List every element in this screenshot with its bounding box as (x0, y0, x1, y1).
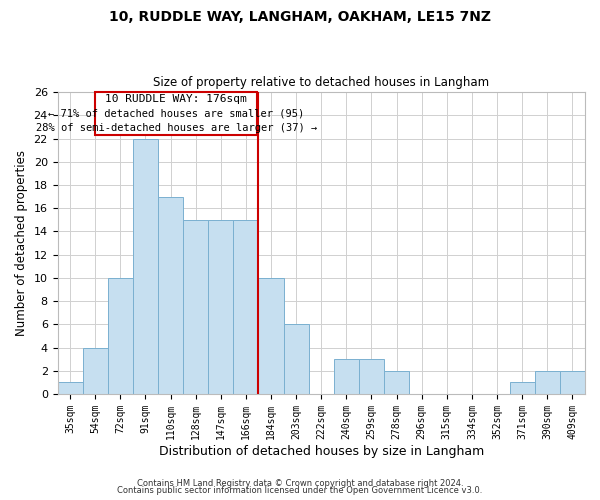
Bar (108, 278, 133, 394)
Bar (535, 370, 560, 394)
Text: 10, RUDDLE WAY, LANGHAM, OAKHAM, LE15 7NZ: 10, RUDDLE WAY, LANGHAM, OAKHAM, LE15 7N… (109, 10, 491, 24)
Title: Size of property relative to detached houses in Langham: Size of property relative to detached ho… (153, 76, 490, 90)
Bar (560, 370, 585, 394)
Text: Contains public sector information licensed under the Open Government Licence v3: Contains public sector information licen… (118, 486, 482, 495)
FancyBboxPatch shape (95, 92, 257, 135)
Bar (133, 138, 158, 394)
X-axis label: Distribution of detached houses by size in Langham: Distribution of detached houses by size … (158, 444, 484, 458)
Bar (359, 359, 384, 394)
Bar (284, 324, 309, 394)
Bar (334, 359, 359, 394)
Bar (183, 220, 208, 394)
Bar (208, 220, 233, 394)
Bar (83, 348, 108, 394)
Text: 10 RUDDLE WAY: 176sqm: 10 RUDDLE WAY: 176sqm (106, 94, 247, 104)
Y-axis label: Number of detached properties: Number of detached properties (15, 150, 28, 336)
Text: 28% of semi-detached houses are larger (37) →: 28% of semi-detached houses are larger (… (35, 123, 317, 133)
Bar (509, 382, 535, 394)
Bar (259, 278, 284, 394)
Text: Contains HM Land Registry data © Crown copyright and database right 2024.: Contains HM Land Registry data © Crown c… (137, 478, 463, 488)
Bar (158, 196, 183, 394)
Bar (58, 382, 83, 394)
Text: ← 71% of detached houses are smaller (95): ← 71% of detached houses are smaller (95… (48, 108, 304, 118)
Bar (384, 370, 409, 394)
Bar (233, 220, 259, 394)
